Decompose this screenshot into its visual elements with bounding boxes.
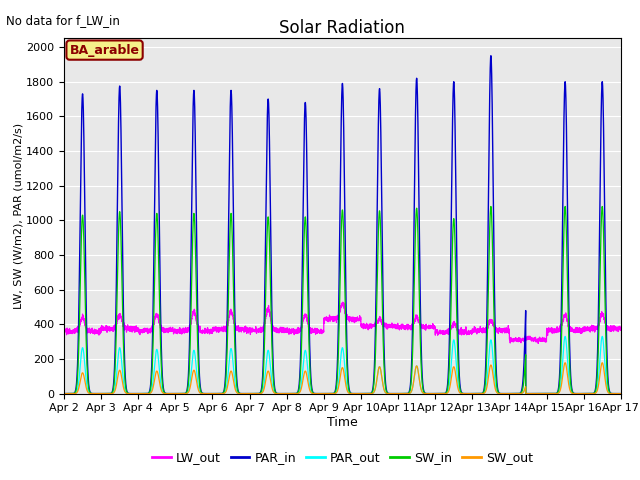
PAR_out — [499, 391, 506, 396]
PAR_out — [160, 390, 168, 396]
SW_in — [436, 391, 444, 396]
SW_in — [322, 391, 330, 396]
SW_out — [616, 391, 624, 396]
LW_out — [160, 327, 168, 333]
Line: SW_out: SW_out — [64, 363, 621, 394]
SW_in — [160, 389, 168, 395]
SW_out — [499, 391, 506, 396]
Title: Solar Radiation: Solar Radiation — [280, 19, 405, 37]
Line: PAR_in: PAR_in — [64, 56, 621, 394]
PAR_in — [616, 391, 624, 396]
SW_out — [160, 391, 168, 396]
SW_out — [60, 391, 68, 396]
Line: LW_out: LW_out — [64, 302, 621, 343]
PAR_out — [322, 391, 330, 396]
SW_out — [436, 391, 444, 396]
SW_in — [499, 391, 507, 396]
Line: PAR_out: PAR_out — [64, 336, 621, 394]
SW_in — [617, 391, 625, 396]
PAR_in — [60, 391, 68, 396]
SW_out — [322, 391, 330, 396]
SW_out — [561, 360, 569, 366]
LW_out — [616, 326, 624, 332]
SW_in — [616, 391, 624, 396]
PAR_out — [616, 391, 624, 396]
SW_in — [487, 204, 495, 209]
PAR_in — [160, 388, 168, 394]
PAR_in — [499, 391, 507, 396]
LW_out — [617, 326, 625, 332]
PAR_in — [487, 53, 495, 59]
PAR_out — [436, 391, 444, 396]
LW_out — [60, 326, 68, 332]
SW_out — [617, 391, 625, 396]
PAR_in — [436, 391, 444, 396]
Text: No data for f_LW_in: No data for f_LW_in — [6, 14, 120, 27]
LW_out — [499, 327, 507, 333]
PAR_in — [322, 391, 330, 396]
LW_out — [534, 340, 542, 346]
SW_out — [467, 391, 475, 396]
PAR_out — [617, 391, 625, 396]
Text: BA_arable: BA_arable — [70, 44, 140, 57]
LW_out — [322, 316, 330, 322]
Legend: LW_out, PAR_in, PAR_out, SW_in, SW_out: LW_out, PAR_in, PAR_out, SW_in, SW_out — [147, 446, 538, 469]
Line: SW_in: SW_in — [64, 206, 621, 394]
LW_out — [339, 299, 347, 305]
Y-axis label: LW, SW (W/m2), PAR (umol/m2/s): LW, SW (W/m2), PAR (umol/m2/s) — [13, 123, 24, 309]
LW_out — [436, 327, 444, 333]
X-axis label: Time: Time — [327, 416, 358, 429]
PAR_in — [617, 391, 625, 396]
LW_out — [467, 329, 475, 335]
PAR_out — [561, 334, 569, 339]
SW_in — [467, 391, 475, 396]
PAR_in — [467, 391, 475, 396]
SW_in — [60, 391, 68, 396]
PAR_out — [467, 391, 475, 396]
PAR_out — [60, 391, 68, 396]
